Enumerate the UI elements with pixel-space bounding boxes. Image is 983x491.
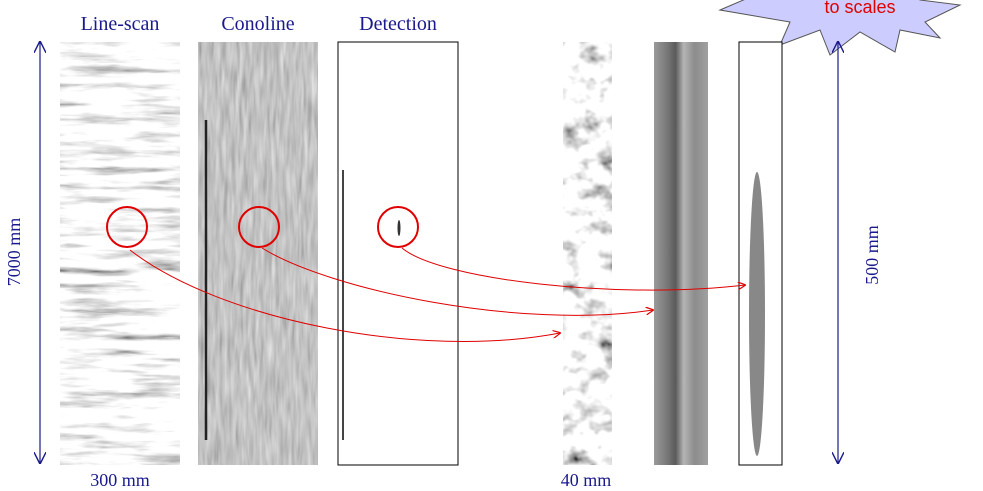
callout-text: to scales [824,0,895,17]
dimension-label: 500 mm [862,225,882,285]
line-scan-image [60,42,180,465]
connectors [129,247,745,342]
dimension-label: 40 mm [561,470,612,490]
panel-label: Line-scan [81,13,160,35]
connector [261,247,653,316]
callout-star [718,0,962,56]
detection-spot [397,220,401,236]
zoom-conoline [654,42,708,465]
connector [129,249,560,342]
panel-label: Detection [359,13,437,35]
highlight-circle [377,206,419,248]
panel-label: Conoline [221,13,294,35]
connector [401,247,745,291]
detection-image [337,41,459,466]
dimension-label: 7000 mm [4,218,24,287]
zoom-line-scan [563,42,612,465]
dimension-label: 300 mm [90,470,150,490]
conoline-image [198,42,318,465]
highlight-circle [238,206,280,248]
zoom-detection-spot [749,172,765,456]
highlight-circles [106,206,419,248]
highlight-circle [106,206,148,248]
